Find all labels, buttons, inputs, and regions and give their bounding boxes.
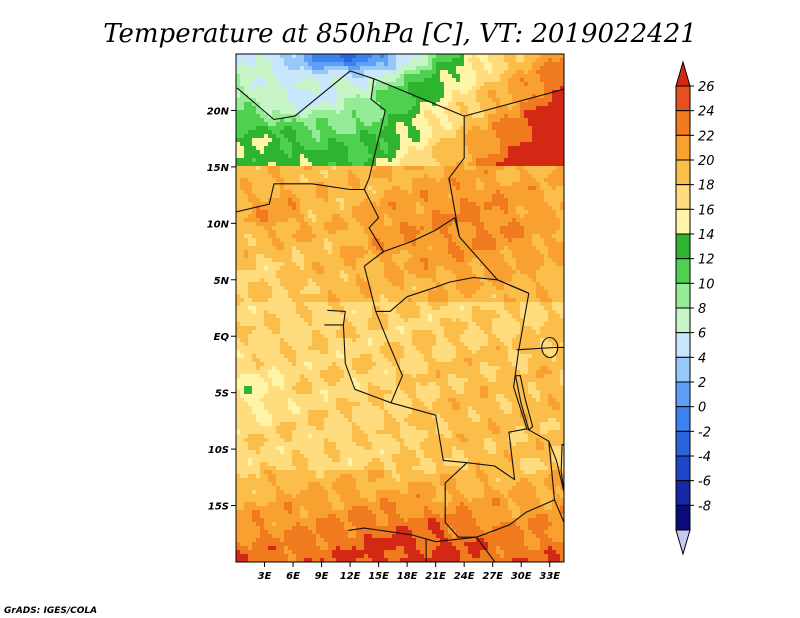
colorbar-swatch [675,159,691,186]
colorbar-label: 26 [698,80,715,95]
x-tick-label: 12E [340,571,361,582]
colorbar-label: 8 [698,302,706,317]
colorbar-swatch [675,233,691,260]
chart-title: Temperature at 850hPa [C], VT: 201902242… [103,19,697,49]
colorbar-swatch [675,184,691,210]
x-tick-label: 3E [258,571,272,582]
colorbar-swatch [675,110,691,136]
grads-credit: GrADS: IGES/COLA [4,606,97,616]
colorbar-label: 4 [698,351,706,366]
temperature-field [236,54,564,562]
colorbar-label: -6 [698,475,711,490]
y-tick-label: 5N [214,276,230,287]
x-tick-label: 9E [315,571,329,582]
colorbar-swatch [675,406,691,432]
colorbar-label: 20 [698,154,715,169]
colorbar-label: 18 [698,179,715,194]
colorbar-label: 16 [698,203,715,218]
colorbar-swatch [675,332,691,358]
colorbar-label: 24 [698,105,715,120]
colorbar-extend-bottom [675,529,691,556]
x-tick-label: 30E [511,571,532,582]
colorbar-label: 2 [698,376,706,391]
x-axis: 3E 6E 9E 12E 15E 18E 21E 24E 27E 30E 33E [258,562,560,582]
colorbar-swatch [675,430,691,457]
colorbar-swatch [675,381,691,408]
colorbar-label: -4 [698,450,711,465]
y-tick-label: EQ [214,332,230,343]
colorbar-swatch [675,480,691,506]
y-tick-label: 20N [207,106,230,117]
colorbar-swatch [675,208,691,235]
y-tick-label: 5S [215,389,229,400]
y-tick-label: 10S [208,445,229,456]
colorbar-label: 6 [698,327,706,342]
colorbar-swatch [675,455,691,482]
x-tick-label: 15E [368,571,389,582]
colorbar-swatch [675,282,691,309]
x-tick-label: 21E [425,571,446,582]
y-tick-label: 15N [207,163,230,174]
colorbar-swatch [675,85,691,112]
x-tick-label: 27E [482,571,503,582]
colorbar-swatch [675,504,691,531]
x-tick-label: 6E [286,571,300,582]
country-borders [236,70,564,562]
colorbar-label: 10 [698,277,715,292]
colorbar-label: -8 [698,499,711,514]
x-tick-label: 18E [397,571,418,582]
map-frame [235,53,565,563]
x-tick-label: 24E [454,571,475,582]
y-axis: 20N 15N 10N 5N EQ 5S 10S 15S [207,106,236,513]
colorbar-swatch [675,356,691,383]
colorbar-extend-top [675,60,691,87]
colorbar-swatch [675,307,691,334]
colorbar-label: 22 [698,129,715,144]
x-tick-label: 33E [539,571,560,582]
colorbar-label: 0 [698,401,706,416]
colorbar-swatch [675,134,691,161]
colorbar-label: 14 [698,228,715,243]
colorbar-label: 12 [698,253,715,268]
y-tick-label: 10N [207,219,230,230]
colorbar-label: -2 [698,425,711,440]
y-tick-label: 15S [208,502,229,513]
colorbar-swatch [675,258,691,284]
